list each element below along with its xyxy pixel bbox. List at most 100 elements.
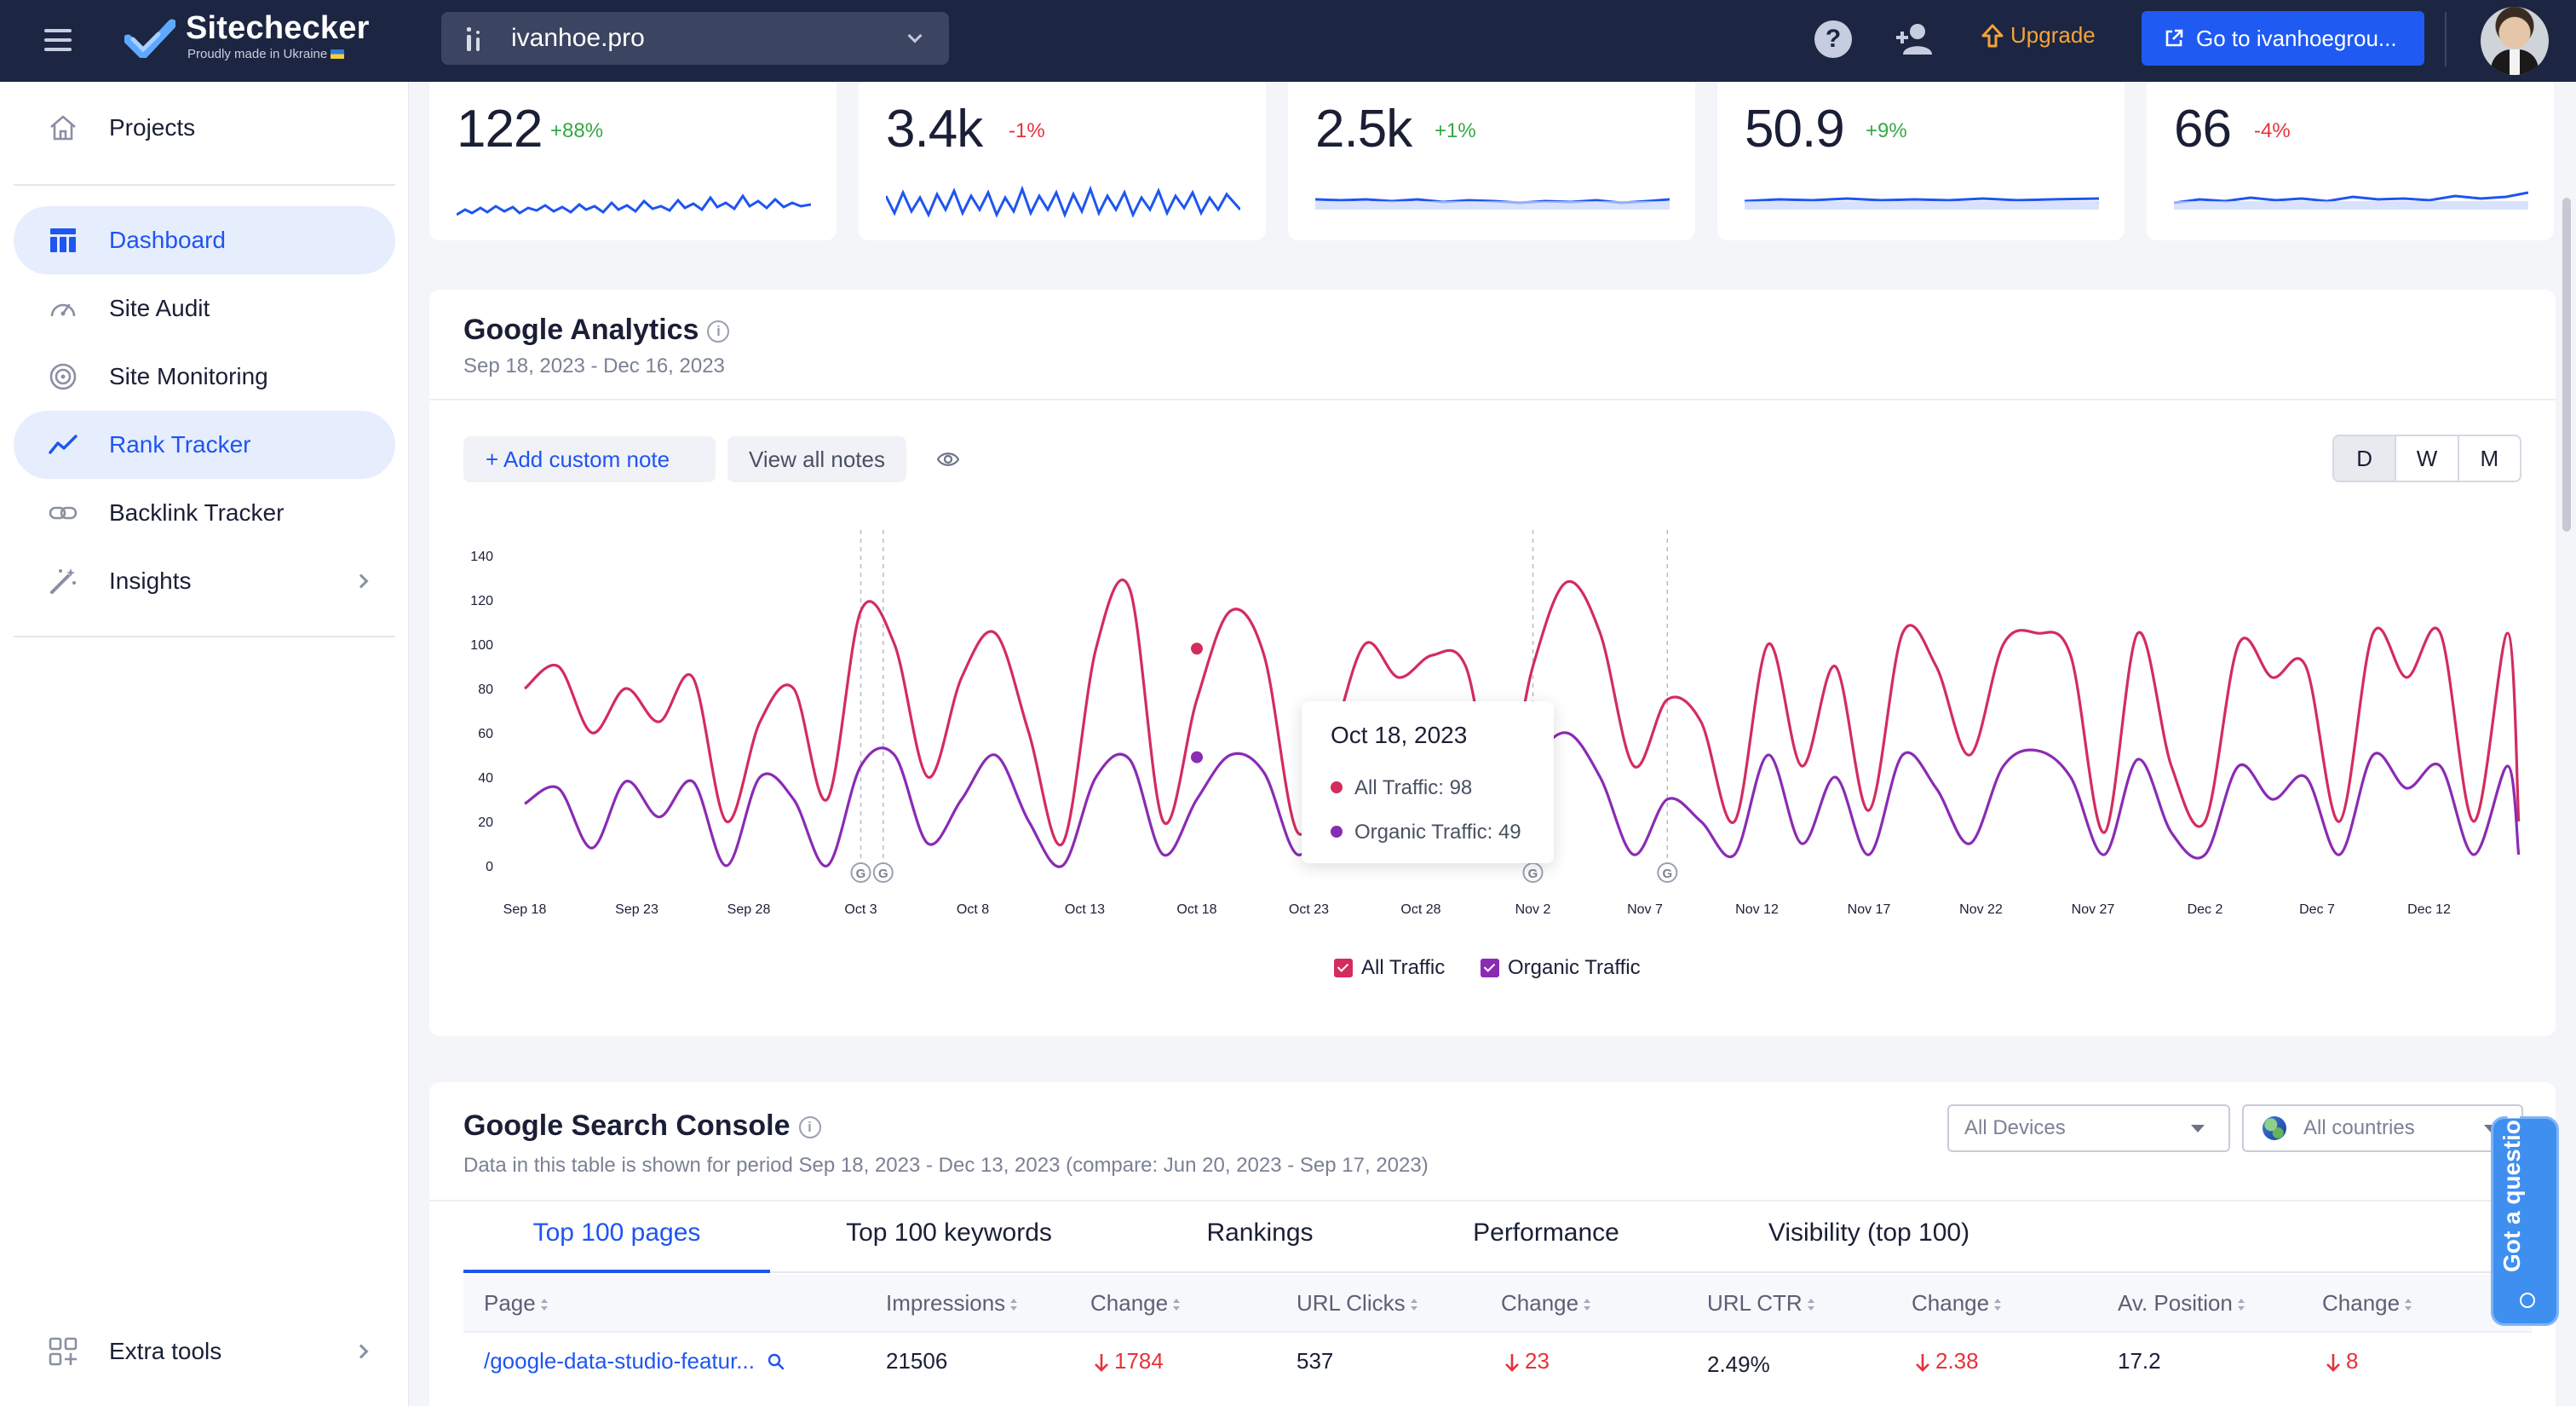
stat-value: 122: [457, 100, 543, 158]
column-header-impressions-change[interactable]: Change: [1090, 1290, 1181, 1317]
countries-select[interactable]: All countries: [2242, 1104, 2523, 1152]
project-selector[interactable]: ivanhoe.pro: [441, 12, 949, 65]
stat-card: 122 +88%: [429, 82, 837, 240]
column-header-url-ctr[interactable]: URL CTR: [1707, 1290, 1815, 1317]
x-tick-label: Nov 7: [1627, 902, 1663, 917]
chevron-down-icon: [907, 28, 923, 43]
arrow-down-icon: [1916, 1354, 1929, 1372]
sidebar: Projects Dashboard Site Audit Site Monit…: [0, 82, 409, 1406]
help-icon[interactable]: ?: [1814, 20, 1852, 58]
got-a-question-button[interactable]: Got a question?: [2491, 1091, 2559, 1326]
upgrade-button[interactable]: Upgrade: [1981, 22, 2096, 56]
google-analytics-panel: Google Analytics i Sep 18, 2023 - Dec 16,…: [429, 290, 2556, 1036]
av-position-value: 17.2: [2118, 1348, 2161, 1374]
column-header-url-clicks[interactable]: URL Clicks: [1297, 1290, 1418, 1317]
column-header-position-change[interactable]: Change: [2322, 1290, 2412, 1317]
sidebar-item-projects[interactable]: Projects: [14, 94, 395, 162]
y-tick-label: 0: [486, 860, 493, 874]
x-tick-label: Dec 7: [2299, 902, 2335, 917]
column-header-av-position[interactable]: Av. Position: [2118, 1290, 2245, 1317]
google-note-icon: [1522, 862, 1544, 883]
granularity-week-button[interactable]: W: [2396, 436, 2459, 481]
column-header-page[interactable]: Page: [484, 1290, 549, 1317]
stat-card: 66 -4%: [2147, 82, 2554, 240]
x-tick-label: Sep 28: [727, 902, 771, 917]
home-icon: [50, 115, 76, 141]
stat-change: +1%: [1435, 119, 1476, 142]
avatar[interactable]: [2481, 7, 2549, 75]
column-header-clicks-change[interactable]: Change: [1501, 1290, 1591, 1317]
chat-bubble-icon: [2520, 1293, 2535, 1308]
x-tick-label: Sep 18: [503, 902, 547, 917]
go-to-site-button[interactable]: Go to ivanhoegrou...: [2142, 11, 2424, 66]
search-console-panel: Google Search Console i Data in this tabl…: [429, 1082, 2556, 1406]
sidebar-item-dashboard[interactable]: Dashboard: [14, 206, 395, 274]
google-note-label: G: [856, 867, 866, 881]
x-tick-label: Oct 3: [844, 902, 877, 917]
legend-organic-traffic[interactable]: Organic Traffic: [1481, 956, 1641, 980]
info-icon[interactable]: i: [707, 320, 730, 343]
devices-select[interactable]: All Devices: [1947, 1104, 2230, 1152]
x-tick-label: Oct 23: [1289, 902, 1329, 917]
search-icon[interactable]: [768, 1353, 785, 1370]
page-link[interactable]: /google-data-studio-featur...: [484, 1348, 785, 1374]
sidebar-item-backlink-tracker[interactable]: Backlink Tracker: [14, 479, 395, 547]
stat-change: +9%: [1866, 119, 1907, 142]
stat-value: 3.4k: [886, 100, 983, 158]
google-note-label: G: [1662, 867, 1672, 881]
tab-performance[interactable]: Performance: [1473, 1219, 1619, 1247]
stat-value: 66: [2174, 100, 2232, 158]
tab-rankings[interactable]: Rankings: [1206, 1219, 1314, 1247]
sidebar-item-label: Rank Tracker: [109, 431, 251, 458]
brand-tagline: Proudly made in Ukraine: [187, 47, 345, 61]
all-traffic-hover-point: [1191, 642, 1203, 655]
x-tick-label: Oct 18: [1176, 902, 1216, 917]
sidebar-item-label: Extra tools: [109, 1338, 222, 1364]
project-name: ivanhoe.pro: [511, 24, 645, 52]
checkbox-checked-icon: [1481, 959, 1499, 977]
x-tick-label: Nov 17: [1848, 902, 1891, 917]
x-tick-label: Nov 22: [1959, 902, 2003, 917]
column-header-impressions[interactable]: Impressions: [886, 1290, 1018, 1317]
sidebar-item-rank-tracker[interactable]: Rank Tracker: [14, 411, 395, 479]
sidebar-item-site-audit[interactable]: Site Audit: [14, 274, 395, 343]
add-custom-note-button[interactable]: + Add custom note: [463, 436, 716, 482]
row-divider: [463, 1331, 2532, 1333]
y-tick-label: 60: [478, 727, 493, 741]
sidebar-item-site-monitoring[interactable]: Site Monitoring: [14, 343, 395, 411]
granularity-month-button[interactable]: M: [2480, 446, 2499, 471]
tooltip-all-traffic: All Traffic: 98: [1331, 776, 1472, 800]
magic-wand-icon: [50, 568, 76, 594]
all-traffic-line: [523, 579, 2521, 847]
legend-all-traffic[interactable]: All Traffic: [1334, 956, 1445, 980]
column-header-ctr-change[interactable]: Change: [1912, 1290, 2002, 1317]
tab-top-100-pages[interactable]: Top 100 pages: [532, 1219, 701, 1247]
sidebar-item-extra-tools[interactable]: Extra tools: [14, 1317, 395, 1386]
add-user-icon[interactable]: [1895, 22, 1934, 56]
search-console-subtitle: Data in this table is shown for period S…: [463, 1154, 1429, 1177]
sidebar-divider: [14, 184, 395, 186]
sidebar-item-insights[interactable]: Insights: [14, 547, 395, 615]
stat-sparkline: [886, 185, 1240, 219]
tab-top-100-keywords[interactable]: Top 100 keywords: [846, 1219, 1052, 1247]
tooltip-date: Oct 18, 2023: [1331, 722, 1468, 748]
page-scrollbar[interactable]: [2562, 198, 2571, 532]
sort-icon: [2405, 1299, 2412, 1311]
sidebar-item-label: Insights: [109, 568, 192, 594]
external-link-icon: [2165, 29, 2183, 47]
stat-sparkline: [2174, 191, 2528, 210]
menu-icon[interactable]: [44, 29, 72, 51]
sidebar-item-label: Backlink Tracker: [109, 499, 285, 526]
tab-visibility[interactable]: Visibility (top 100): [1768, 1219, 1970, 1247]
sort-icon: [1410, 1299, 1418, 1311]
granularity-day-button[interactable]: D: [2334, 436, 2397, 481]
x-tick-label: Sep 23: [615, 902, 658, 917]
brand-name: Sitechecker: [186, 10, 370, 46]
x-tick-label: Nov 2: [1515, 902, 1551, 917]
view-all-notes-button[interactable]: View all notes: [727, 436, 906, 482]
info-icon[interactable]: i: [798, 1116, 821, 1138]
eye-icon[interactable]: [937, 450, 959, 469]
search-console-title: Google Search Console i: [463, 1109, 821, 1143]
y-tick-label: 100: [470, 638, 493, 653]
sidebar-divider: [14, 636, 395, 637]
